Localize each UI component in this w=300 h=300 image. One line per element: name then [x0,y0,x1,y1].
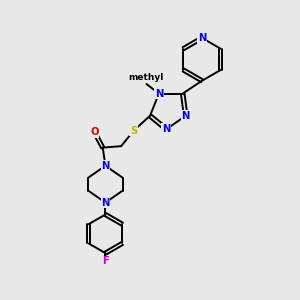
Text: N: N [155,88,163,98]
Text: F: F [102,256,109,266]
Text: O: O [90,127,99,137]
Text: methyl: methyl [129,73,164,82]
Text: N: N [162,124,170,134]
Text: N: N [101,198,110,208]
Text: N: N [101,161,110,171]
Text: N: N [182,111,190,121]
Text: S: S [130,126,137,136]
Text: N: N [198,33,206,43]
